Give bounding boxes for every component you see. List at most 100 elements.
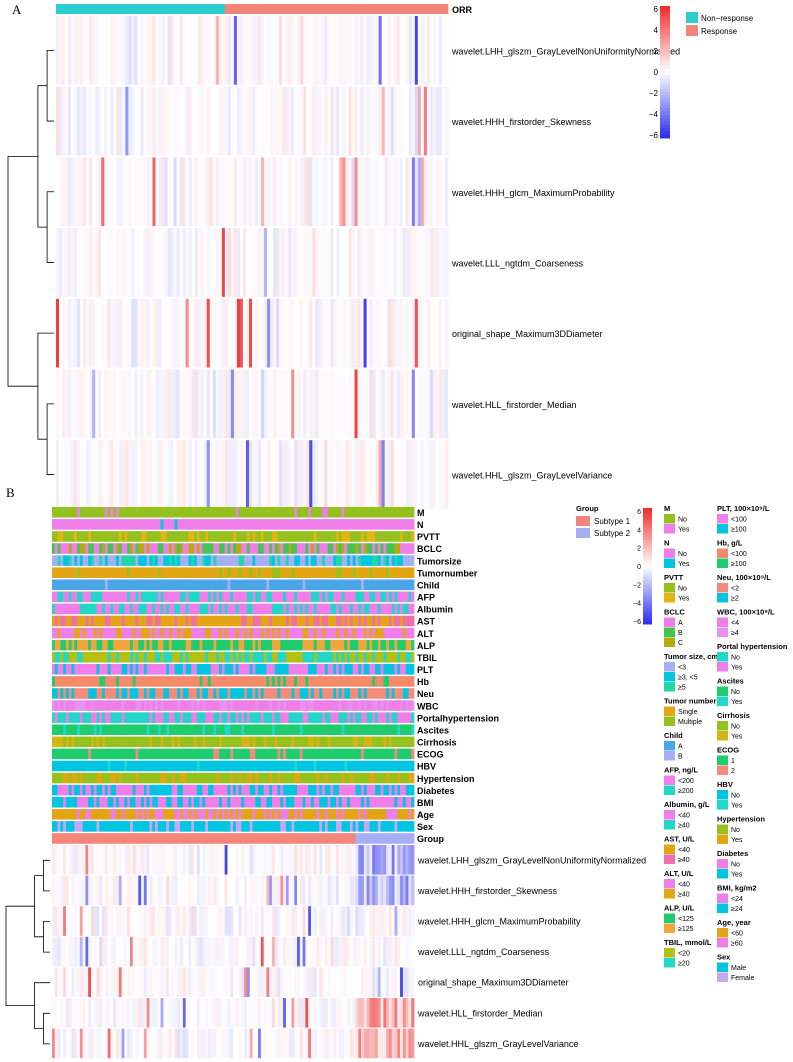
heat-cell [303,86,307,156]
annotation-cell [188,796,192,808]
group-cell [310,833,315,844]
annotation-cell [196,639,200,651]
heat-cell [273,298,277,368]
heat-cell [239,228,244,297]
annotation-cell [274,712,278,723]
annotation-cell [110,627,114,639]
annotation-cell [127,736,131,748]
annotation-cell [327,664,331,675]
annotation-cell [135,639,139,651]
heat-cell [306,157,310,227]
annotation-cell [294,627,298,639]
annotation-cell [129,579,134,591]
annotation-cell [266,821,270,832]
annotation-cell [213,772,217,784]
annotation-cell [372,724,376,736]
group-cell [149,833,153,844]
annotation-cell [177,639,181,651]
annotation-cell [302,676,306,687]
annotation-cell [308,772,312,784]
annotation-cell [330,627,334,639]
annotation-cell [386,507,390,518]
annotation-cell [269,627,273,639]
annotation-cell [127,591,131,603]
annotation-row-label: Child [417,580,440,590]
heat-cell [429,440,434,509]
heat-cell [68,16,72,85]
annotation-cell [246,772,251,784]
annotation-cell [141,724,145,736]
heat-cell [62,369,66,439]
annotation-cell [313,712,317,723]
annotation-cell [152,567,156,578]
annotation-cell [180,676,184,687]
annotation-cell [260,651,265,663]
annotation-cell [238,688,242,699]
annotation-cell [174,712,178,723]
annotation-cell [244,555,248,566]
heat-cell [110,298,114,368]
annotation-cell [294,579,298,591]
annotation-cell [82,809,86,820]
group-cell [411,833,415,844]
annotation-cell [185,627,189,639]
annotation-cell [324,519,329,530]
annotation-cell [216,676,220,687]
heat-cell [423,86,428,156]
group-cell [324,833,329,844]
annotation-cell [294,615,298,627]
annotation-cell [358,651,362,663]
annotation-cell [113,591,117,603]
heat-cell [405,298,410,368]
annotation-cell [271,615,276,627]
heat-cell [213,875,217,906]
annotation-cell [196,555,200,566]
annotation-cell [258,784,262,796]
annotation-cell [213,543,217,554]
annotation-cell [380,627,384,639]
group-cell [366,833,370,844]
heat-cell [209,157,214,227]
colorbar-cell [660,32,670,37]
heat-cell [375,440,380,509]
annotation-cell [246,543,251,554]
annotation-cell [230,567,234,578]
annotation-cell [274,567,278,578]
colorbar-tick: −6 [649,131,659,140]
annotation-cell [391,639,395,651]
annotation-cell [260,748,265,760]
annotation-cell [227,736,231,748]
annotation-cell [141,543,145,554]
heat-cell [113,86,117,156]
annotation-cell [79,748,84,760]
annotation-cell [355,591,359,603]
heat-cell [164,440,168,509]
annotation-cell [316,664,320,675]
annotation-cell [135,579,139,591]
annotation-cell [283,567,287,578]
annotation-cell [402,772,407,784]
annotation-cell [316,676,320,687]
heat-cell [263,875,267,906]
annotation-cell [138,809,142,820]
annotation-cell [90,748,95,760]
annotation-cell [322,651,326,663]
orr-cell [224,4,229,14]
annotation-cell [138,688,142,699]
annotation-cell [355,809,359,820]
heat-cell [158,440,162,509]
annotation-cell [377,688,381,699]
heat-cell [267,157,271,227]
group-cell [57,833,61,844]
annotation-cell [344,591,348,603]
heat-cell [266,845,270,875]
heat-cell [83,369,87,439]
annotation-cell [352,555,356,566]
annotation-cell [157,555,161,566]
heat-cell [152,440,156,509]
colorbar-cell [660,95,670,99]
heat-cell [173,228,178,297]
annotation-cell [54,591,58,603]
annotation-cell [205,760,209,772]
annotation-cell [99,736,103,748]
